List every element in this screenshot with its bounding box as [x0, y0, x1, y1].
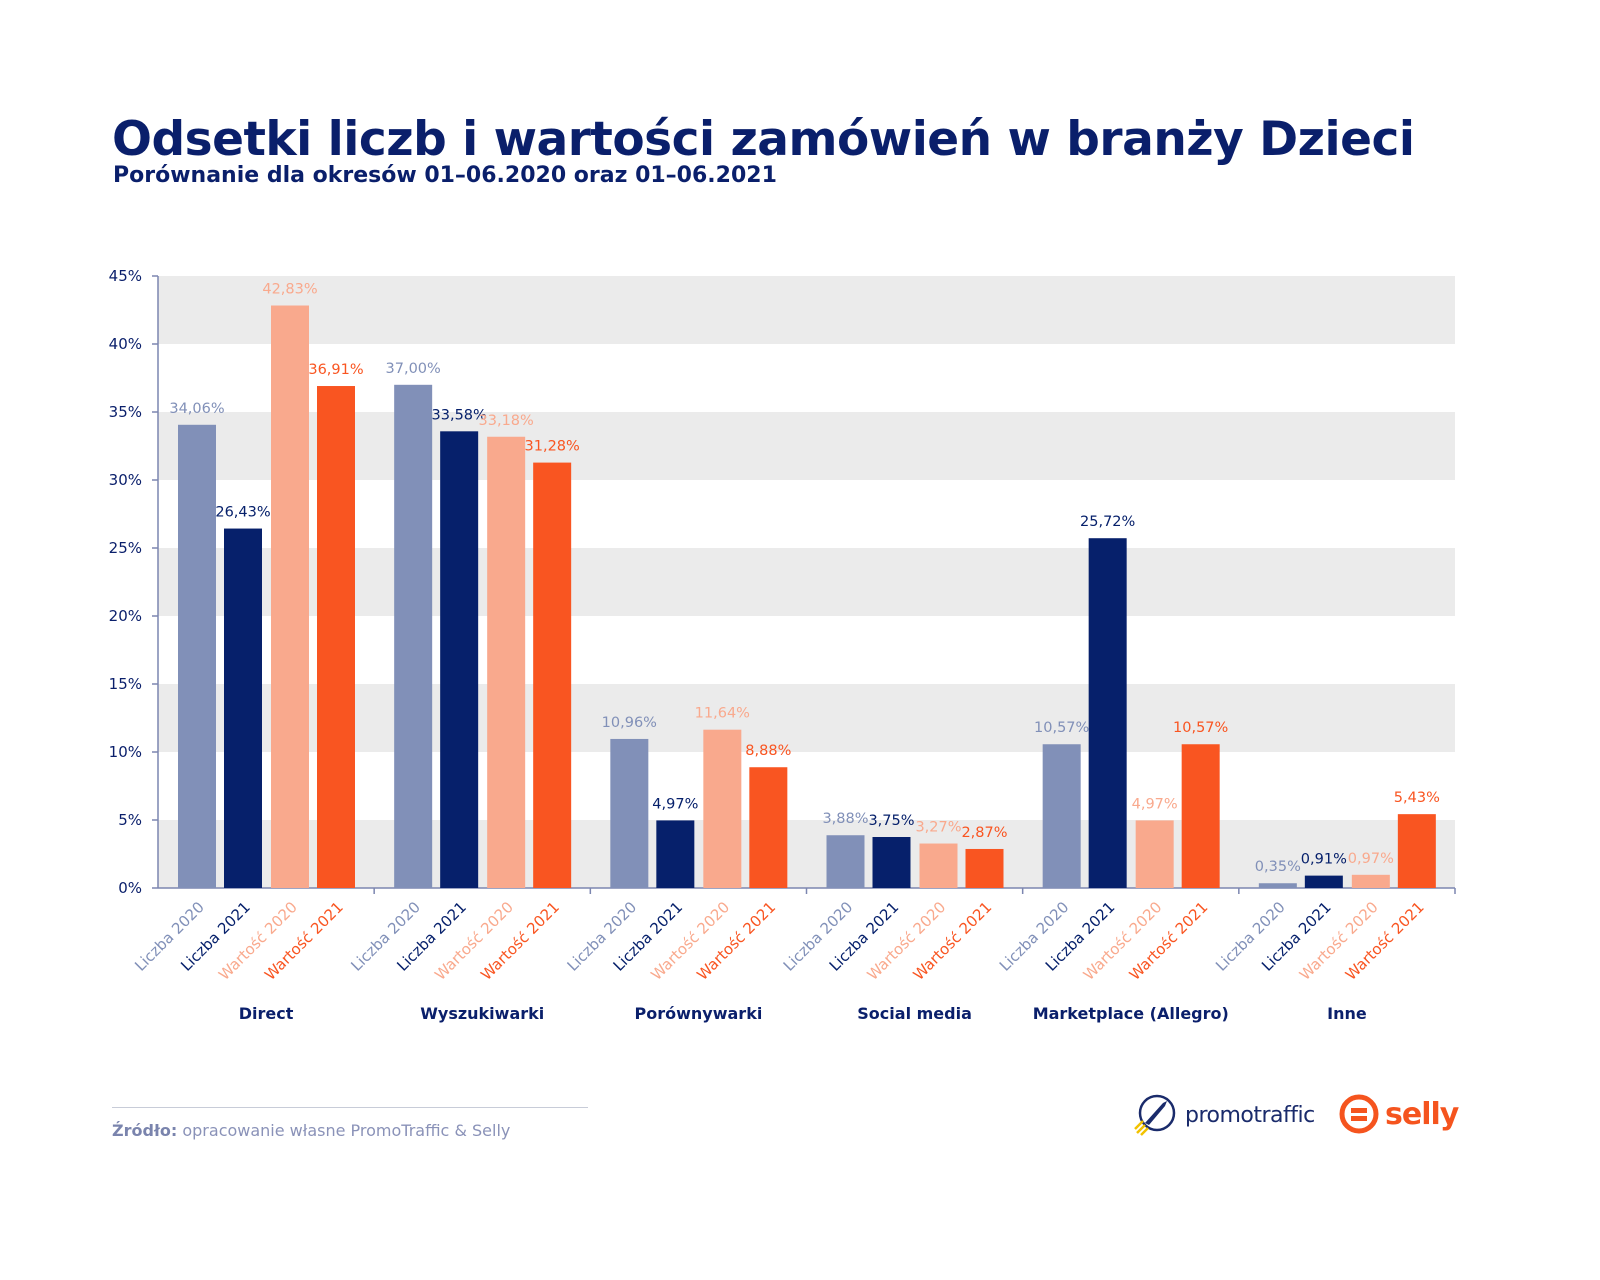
bar: [1088, 538, 1127, 888]
data-label: 0,91%: [1301, 852, 1347, 868]
grid-band: [158, 820, 1455, 888]
selly-mark-icon: [1339, 1094, 1379, 1134]
data-label: 3,75%: [868, 813, 914, 829]
y-tick-label: 5%: [118, 811, 142, 829]
source-label: Źródło:: [112, 1121, 178, 1140]
category-label: Inne: [1327, 1004, 1367, 1023]
data-label: 36,91%: [308, 362, 363, 378]
bar: [1135, 820, 1174, 888]
source-text: opracowanie własne PromoTraffic & Selly: [182, 1121, 511, 1140]
data-label: 25,72%: [1080, 514, 1135, 530]
bar: [394, 384, 433, 888]
category-label: Social media: [857, 1004, 972, 1023]
bar: [271, 305, 309, 889]
y-tick-label: 40%: [109, 335, 142, 353]
y-tick-label: 20%: [109, 607, 142, 625]
bar: [1042, 744, 1081, 888]
bar: [656, 820, 695, 888]
bar: [440, 431, 479, 888]
data-label: 33,18%: [479, 413, 534, 429]
data-label: 10,57%: [1173, 720, 1228, 736]
bar: [178, 424, 216, 888]
y-tick-label: 15%: [109, 675, 142, 693]
data-label: 0,35%: [1255, 859, 1301, 875]
bar: [749, 767, 788, 888]
source-divider: [112, 1107, 588, 1108]
bar: [965, 848, 1004, 888]
selly-wordmark: selly: [1385, 1096, 1459, 1132]
category-label: Porównywarki: [635, 1004, 763, 1023]
grid-band: [158, 684, 1455, 752]
data-label: 0,97%: [1348, 851, 1394, 867]
data-label: 33,58%: [432, 407, 487, 423]
data-label: 31,28%: [525, 439, 580, 455]
data-label: 8,88%: [745, 743, 791, 759]
bar: [610, 738, 649, 888]
grid-band: [158, 548, 1455, 616]
selly-logo: selly: [1338, 1093, 1459, 1135]
data-label: 2,87%: [961, 825, 1007, 841]
y-tick-label: 45%: [109, 267, 142, 285]
y-tick-label: 0%: [118, 879, 142, 897]
data-label: 4,97%: [1132, 796, 1178, 812]
bar: [826, 835, 865, 888]
data-label: 34,06%: [169, 401, 224, 417]
chart-title: Odsetki liczb i wartości zamówień w bran…: [112, 112, 1415, 167]
bar: [919, 843, 958, 888]
bar: [1258, 883, 1297, 888]
source-note: Źródło: opracowanie własne PromoTraffic …: [112, 1121, 510, 1140]
data-label: 37,00%: [386, 361, 441, 377]
bar: [317, 386, 355, 888]
data-label: 3,27%: [915, 820, 961, 836]
data-label: 4,97%: [652, 796, 698, 812]
category-label: Direct: [239, 1004, 294, 1023]
y-tick-label: 35%: [109, 403, 142, 421]
y-tick-label: 10%: [109, 743, 142, 761]
data-label: 10,96%: [602, 715, 657, 731]
bar: [872, 837, 911, 888]
bar: [1397, 814, 1436, 888]
grid-band: [158, 412, 1455, 480]
rocket-icon: [1134, 1094, 1176, 1136]
category-label: Wyszukiwarki: [420, 1004, 544, 1023]
promotraffic-logo: promotraffic: [1133, 1093, 1315, 1137]
grid-band: [158, 276, 1455, 344]
bar: [1351, 874, 1390, 888]
data-label: 42,83%: [262, 282, 317, 298]
chart-subtitle: Porównanie dla okresów 01–06.2020 oraz 0…: [113, 163, 777, 188]
category-label: Marketplace (Allegro): [1033, 1004, 1229, 1023]
bar: [487, 436, 526, 888]
bar: [224, 528, 262, 888]
data-label: 11,64%: [695, 706, 750, 722]
bar: [703, 729, 742, 888]
y-tick-label: 25%: [109, 539, 142, 557]
data-label: 26,43%: [215, 505, 270, 521]
bar: [533, 462, 572, 888]
data-label: 10,57%: [1034, 720, 1089, 736]
y-tick-label: 30%: [109, 471, 142, 489]
bar: [1181, 744, 1220, 888]
promotraffic-wordmark: promotraffic: [1185, 1102, 1315, 1128]
data-label: 5,43%: [1394, 790, 1440, 806]
bar: [1304, 875, 1343, 888]
data-label: 3,88%: [822, 811, 868, 827]
